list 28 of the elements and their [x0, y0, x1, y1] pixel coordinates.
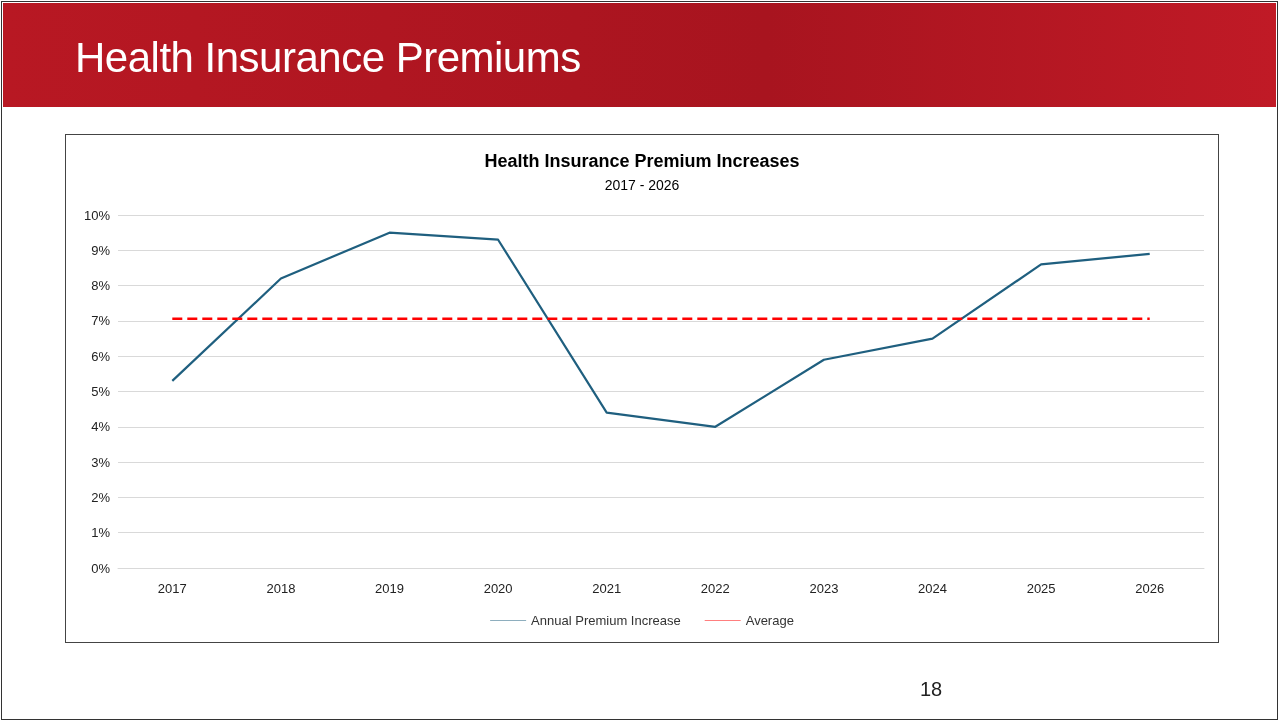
- y-tick-label: 2%: [91, 489, 111, 505]
- x-tick-label: 2023: [809, 581, 839, 596]
- x-tick-label: 2024: [918, 581, 947, 596]
- y-tick-label: 10%: [83, 207, 111, 223]
- y-tick-label: 6%: [91, 348, 111, 364]
- x-tick-label: 2019: [375, 581, 404, 596]
- x-tick-label: 2017: [157, 581, 187, 596]
- text: 18: [920, 678, 943, 701]
- legend-label: Average: [745, 613, 794, 628]
- x-tick-label: 2018: [266, 581, 296, 596]
- y-tick-label: 8%: [91, 278, 111, 294]
- x-tick-label: 2026: [1135, 581, 1165, 596]
- x-tick-label: 2021: [592, 581, 622, 596]
- y-tick-label: 1%: [91, 525, 111, 541]
- y-tick-label: 7%: [91, 313, 111, 329]
- y-tick-label: 5%: [91, 384, 111, 399]
- chart-subtitle: 2017 - 2026: [604, 177, 680, 193]
- x-tick-label: 2025: [1026, 581, 1056, 596]
- y-tick-label: 3%: [91, 454, 111, 470]
- text: Health Insurance Premiums: [75, 34, 581, 82]
- legend-label: Annual Premium Increase: [531, 613, 681, 628]
- chart-title: Health Insurance Premium Increases: [484, 151, 800, 171]
- y-tick-label: 0%: [91, 560, 111, 576]
- y-tick-label: 9%: [91, 242, 111, 258]
- line-series: [171, 231, 1151, 428]
- y-tick-label: 4%: [91, 419, 111, 435]
- x-tick-label: 2022: [700, 581, 730, 596]
- x-tick-label: 2020: [483, 581, 513, 596]
